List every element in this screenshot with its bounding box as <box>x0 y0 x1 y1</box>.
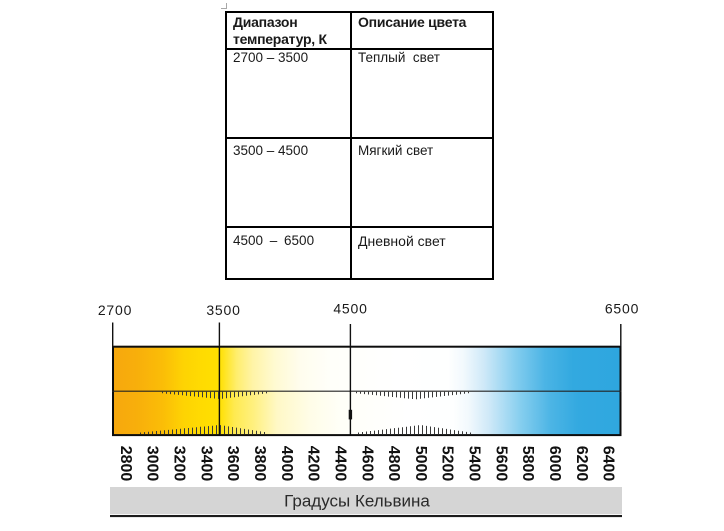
svg-text:3600: 3600 <box>224 446 241 482</box>
svg-text:6000: 6000 <box>546 446 563 482</box>
svg-text:3500: 3500 <box>206 302 240 318</box>
svg-text:3000: 3000 <box>144 446 161 482</box>
svg-text:2700: 2700 <box>98 302 132 318</box>
svg-text:3800: 3800 <box>251 446 268 482</box>
svg-text:4600: 4600 <box>358 446 375 482</box>
svg-text:5200: 5200 <box>439 446 456 482</box>
svg-text:4400: 4400 <box>331 446 348 482</box>
svg-text:6200: 6200 <box>573 446 590 482</box>
svg-text:Градусы Кельвина: Градусы Кельвина <box>284 492 430 511</box>
svg-text:4800: 4800 <box>385 446 402 482</box>
svg-text:4200: 4200 <box>305 446 322 482</box>
svg-text:5000: 5000 <box>412 446 429 482</box>
svg-text:6400: 6400 <box>600 446 617 482</box>
svg-text:3200: 3200 <box>171 446 188 482</box>
svg-text:4500: 4500 <box>333 301 367 317</box>
svg-text:3400: 3400 <box>197 446 214 482</box>
svg-text:2800: 2800 <box>117 446 134 482</box>
svg-text:6500: 6500 <box>605 301 639 317</box>
svg-text:4000: 4000 <box>278 446 295 482</box>
svg-text:5600: 5600 <box>492 446 509 482</box>
svg-text:5800: 5800 <box>519 446 536 482</box>
svg-text:5400: 5400 <box>466 446 483 482</box>
